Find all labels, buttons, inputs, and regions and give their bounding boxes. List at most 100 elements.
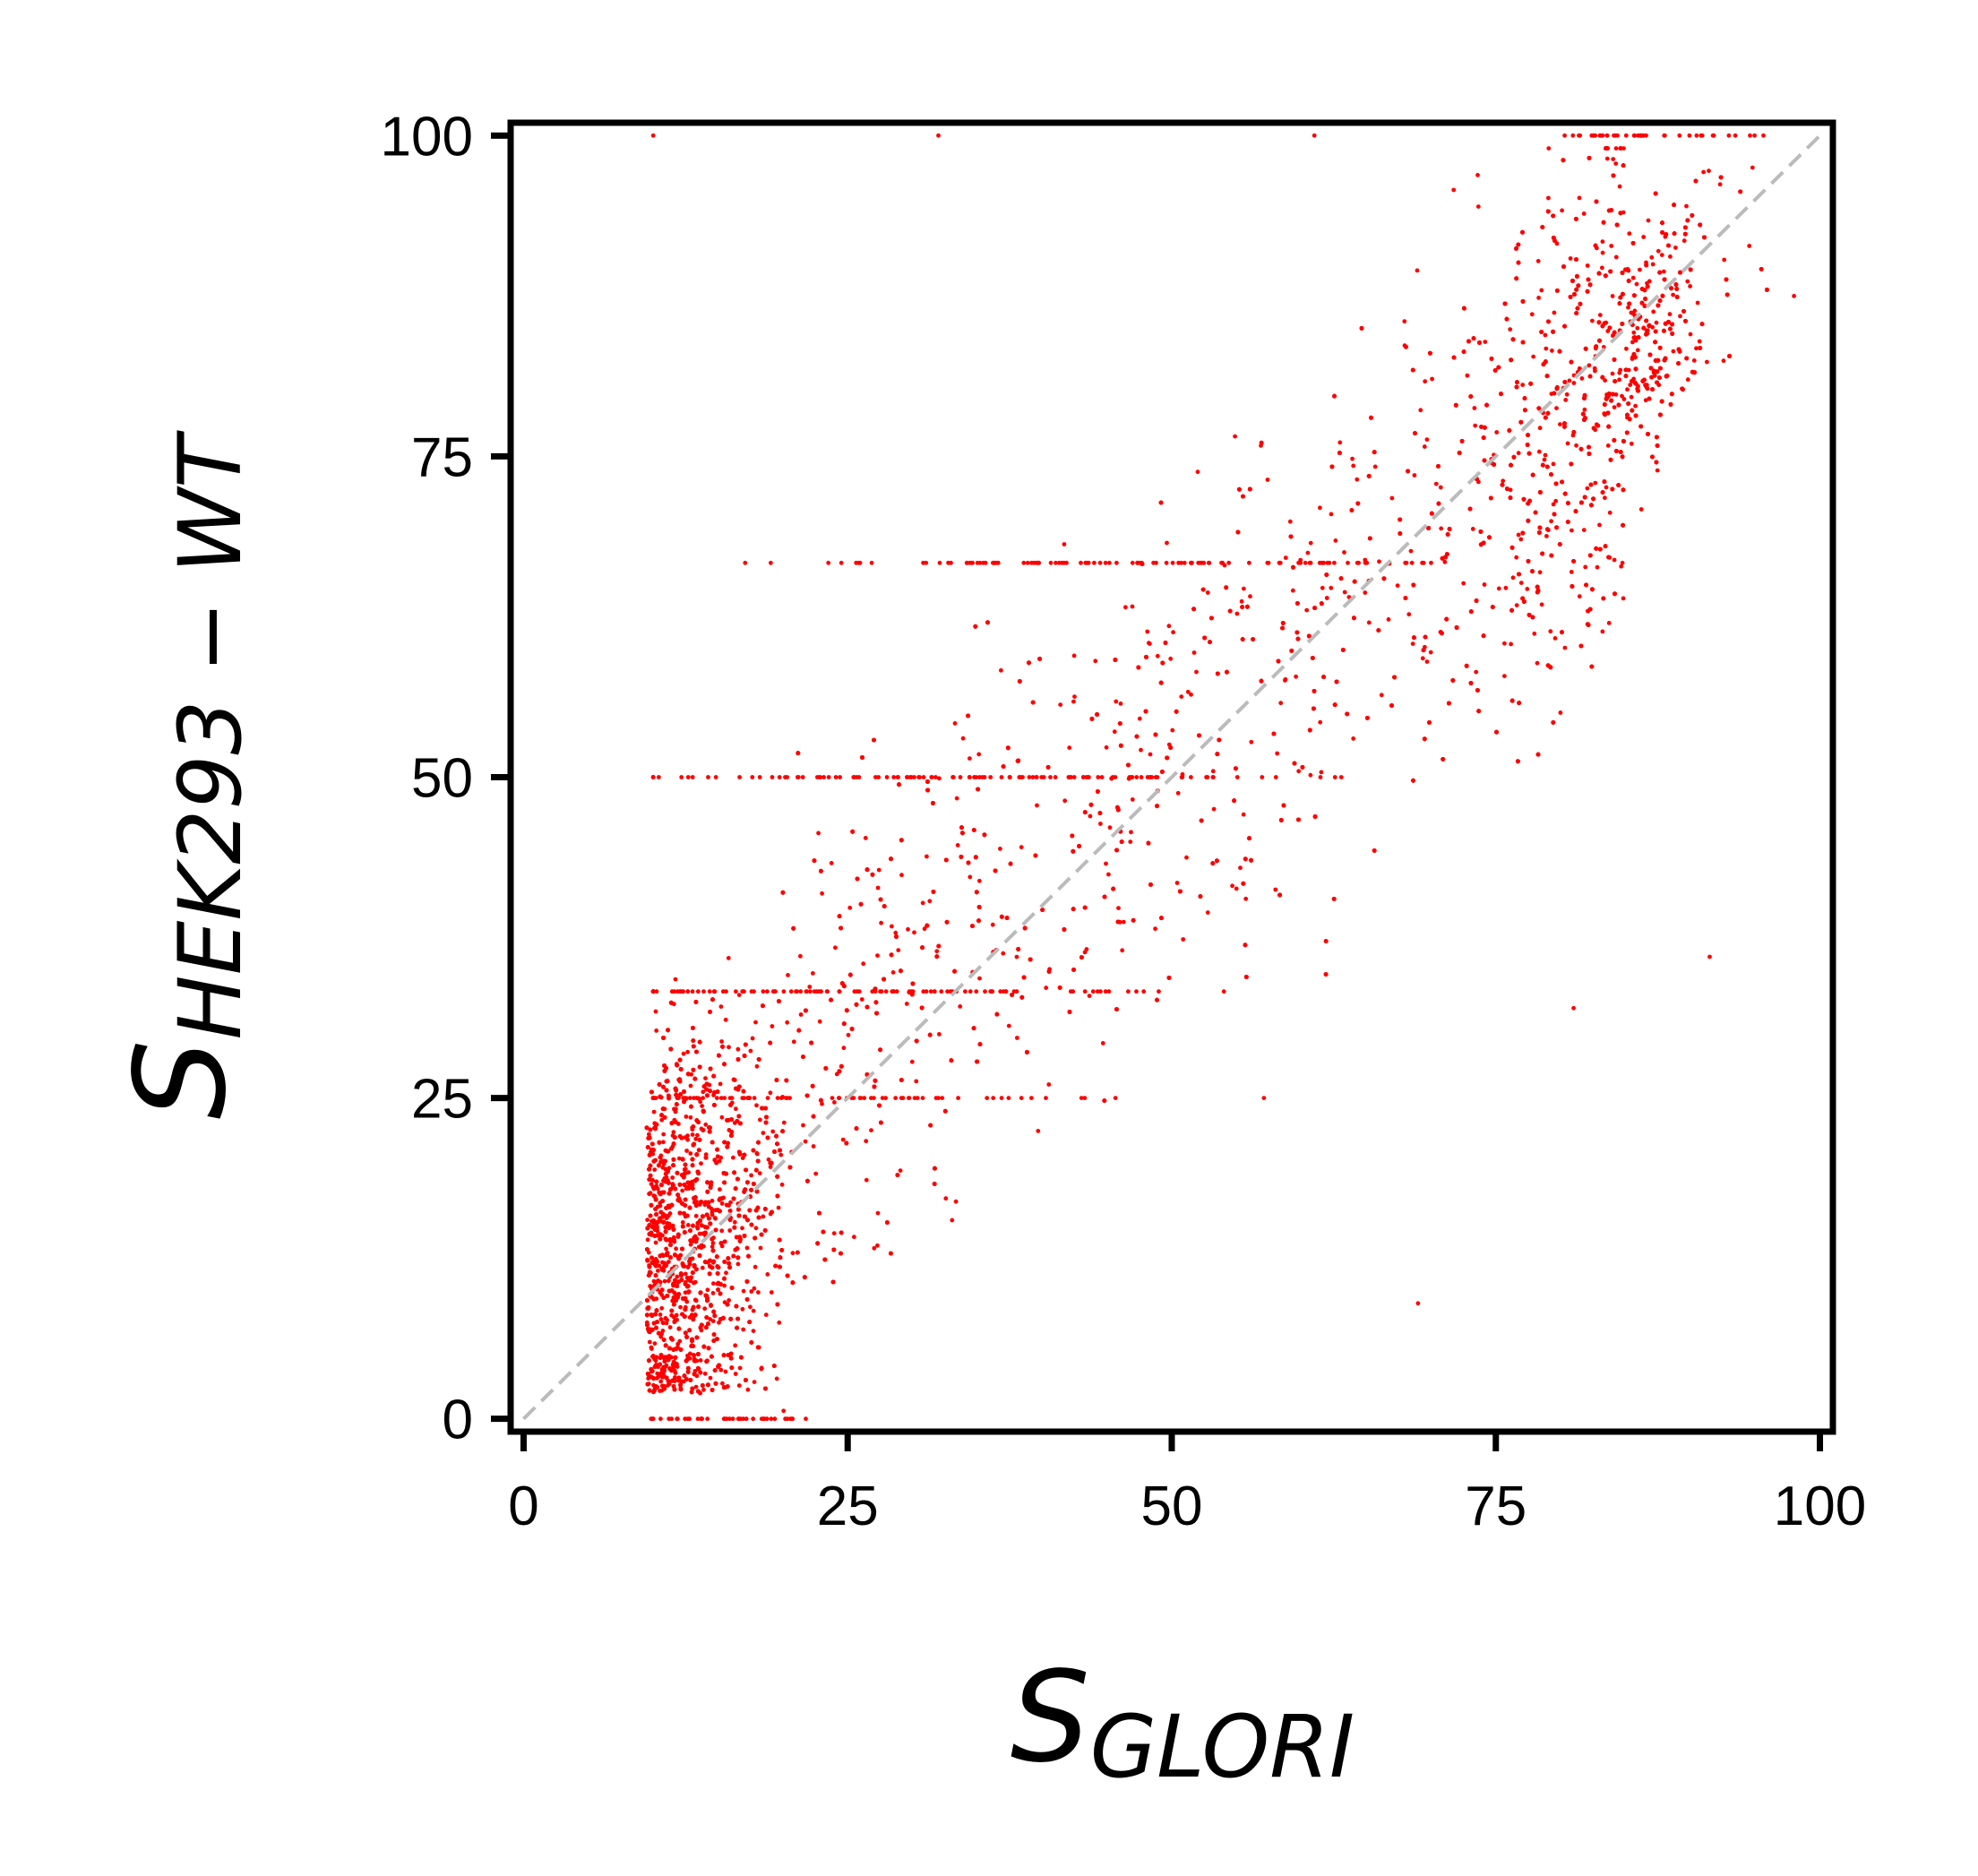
scatter-point [735,1046,741,1052]
scatter-point [1514,603,1519,607]
scatter-point [869,1128,873,1132]
scatter-point [758,1117,762,1123]
scatter-point [1130,797,1135,802]
scatter-point [1651,309,1656,314]
scatter-point [1275,751,1280,756]
scatter-point [898,1168,903,1173]
scatter-point [723,1369,728,1374]
scatter-point [1451,187,1457,193]
scatter-point [1093,658,1098,664]
scatter-point [1337,440,1343,445]
scatter-point [698,1358,703,1363]
scatter-point [1539,602,1544,607]
scatter-point [702,1306,708,1312]
scatter-point [820,891,824,896]
scatter-point [1184,855,1189,860]
scatter-point [1418,408,1423,413]
scatter-point [1283,555,1288,560]
scatter-point [754,1103,759,1108]
scatter-point [1243,896,1249,901]
scatter-point [1510,575,1516,581]
scatter-point [1536,449,1542,454]
scatter-point [1071,653,1077,658]
scatter-point [1694,346,1698,351]
scatter-point [684,1299,690,1304]
scatter-point [798,1012,804,1017]
scatter-point [1294,674,1298,679]
scatter-point [754,1063,760,1069]
scatter-point [1174,881,1180,885]
scatter-point [1233,434,1237,439]
scatter-point [718,1081,723,1087]
scatter-point [1379,693,1384,698]
scatter-point [958,1004,963,1009]
scatter-point [685,1049,690,1054]
scatter-point [719,1114,725,1120]
scatter-point [1100,1041,1105,1046]
scatter-point [700,1265,705,1270]
scatter-point [1120,948,1125,953]
scatter-point [1613,392,1619,397]
scatter-point [1630,275,1636,280]
scatter-point [864,1177,869,1183]
scatter-point [1605,443,1611,448]
scatter-point [647,1339,652,1345]
scatter-point [722,1283,727,1288]
scatter-point [685,1133,690,1139]
scatter-point [1304,607,1310,613]
scatter-point [659,1305,665,1311]
scatter-point [1603,378,1607,383]
scatter-point [693,1213,699,1218]
scatter-point [1525,587,1530,591]
scatter-point [1424,437,1430,442]
scatter-point [647,1132,651,1137]
scatter-point [703,1152,709,1157]
scatter-point [924,854,929,859]
scatter-point [1389,495,1395,501]
scatter-point [750,1036,755,1041]
scatter-point [699,1161,703,1166]
scatter-point [1442,559,1448,564]
scatter-point [859,997,864,1002]
scatter-point [685,1353,690,1358]
scatter-point [776,1205,781,1210]
scatter-point [1308,772,1313,778]
scatter-point [761,1131,766,1135]
scatter-point [1621,397,1627,401]
scatter-point [1564,392,1570,397]
scatter-point [1565,441,1570,446]
scatter-point [1148,752,1153,757]
scatter-point [1659,253,1664,257]
scatter-point [754,1151,760,1157]
scatter-point [1697,339,1702,344]
scatter-point [1558,710,1563,715]
scatter-point [790,1251,796,1256]
scatter-point [1211,806,1217,812]
scatter-point [1587,363,1592,368]
scatter-point [727,1045,731,1050]
scatter-point [774,1376,779,1381]
scatter-point [1129,830,1133,835]
scatter-point [1554,406,1559,410]
scatter-point [749,1289,754,1294]
scatter-point [741,1327,746,1332]
scatter-point [1508,487,1513,493]
scatter-point [791,1039,796,1045]
scatter-point [1410,641,1415,646]
scatter-point [807,985,813,989]
scatter-point [912,930,916,935]
scatter-point [748,1304,752,1310]
scatter-point [1650,262,1656,267]
scatter-point [1543,452,1548,458]
scatter-point [711,1281,716,1286]
scatter-point [1308,540,1313,546]
scatter-point [1678,314,1682,319]
scatter-point [732,1219,737,1225]
scatter-point [1502,641,1507,646]
scatter-point [768,1165,773,1169]
scatter-point [1412,473,1417,478]
scatter-point [659,1117,665,1123]
scatter-point [1652,374,1657,378]
scatter-point [1366,620,1372,625]
scatter-point [1543,332,1548,338]
